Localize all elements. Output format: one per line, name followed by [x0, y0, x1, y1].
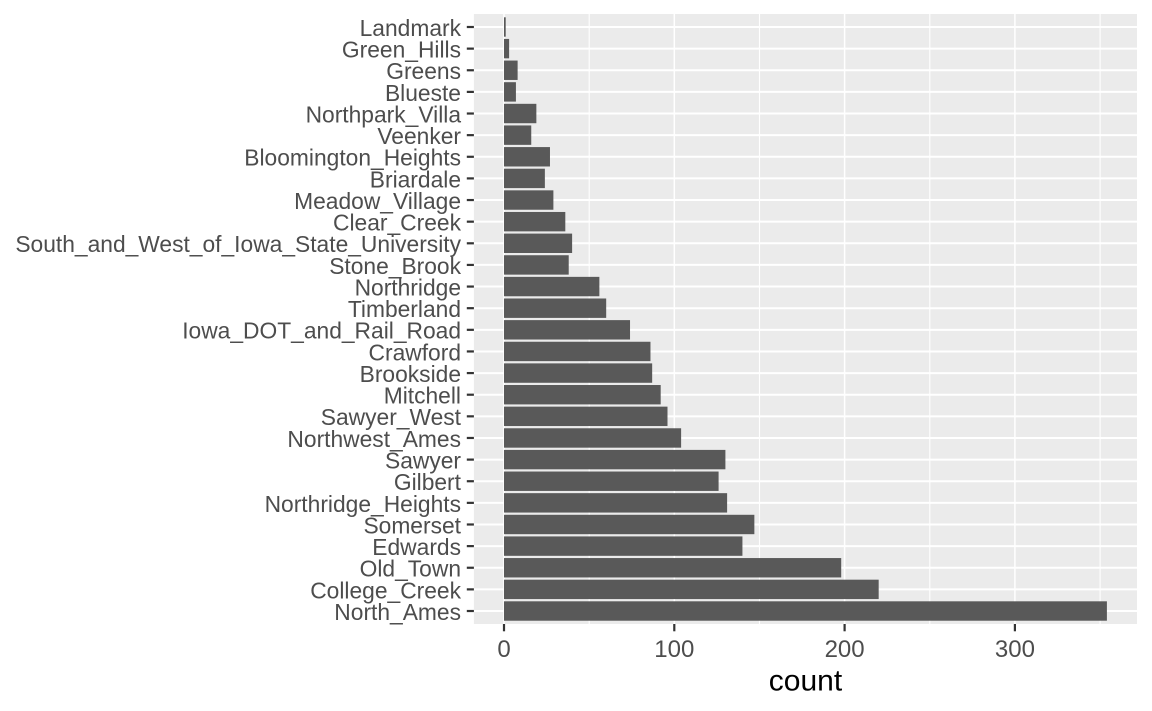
svg-text:Brookside: Brookside	[360, 361, 461, 387]
svg-text:Greens: Greens	[386, 58, 461, 84]
svg-text:Old_Town: Old_Town	[360, 556, 461, 582]
svg-text:Crawford: Crawford	[369, 339, 461, 365]
svg-text:Northridge: Northridge	[355, 274, 461, 300]
svg-text:Northridge_Heights: Northridge_Heights	[265, 491, 461, 517]
svg-text:Clear_Creek: Clear_Creek	[333, 210, 462, 236]
svg-text:Gilbert: Gilbert	[394, 469, 462, 495]
svg-text:Bloomington_Heights: Bloomington_Heights	[244, 145, 461, 171]
svg-text:Sawyer_West: Sawyer_West	[321, 404, 462, 430]
svg-text:Briardale: Briardale	[370, 166, 461, 192]
svg-text:Somerset: Somerset	[363, 512, 461, 538]
svg-text:Green_Hills: Green_Hills	[342, 37, 461, 63]
svg-text:300: 300	[995, 636, 1035, 663]
svg-text:200: 200	[825, 636, 865, 663]
svg-text:College_Creek: College_Creek	[310, 577, 461, 603]
svg-text:Northwest_Ames: Northwest_Ames	[287, 426, 461, 452]
svg-text:Veenker: Veenker	[377, 123, 461, 149]
svg-text:Edwards: Edwards	[372, 534, 461, 560]
svg-text:Meadow_Village: Meadow_Village	[294, 188, 461, 214]
svg-text:Timberland: Timberland	[348, 296, 461, 322]
svg-text:Landmark: Landmark	[360, 15, 462, 41]
svg-text:South_and_West_of_Iowa_State_U: South_and_West_of_Iowa_State_University	[15, 231, 461, 257]
svg-text:Stone_Brook: Stone_Brook	[329, 253, 461, 279]
svg-text:Mitchell: Mitchell	[384, 383, 461, 409]
svg-text:0: 0	[497, 636, 510, 663]
svg-text:Sawyer: Sawyer	[385, 448, 461, 474]
svg-text:Iowa_DOT_and_Rail_Road: Iowa_DOT_and_Rail_Road	[182, 318, 461, 344]
svg-text:North_Ames: North_Ames	[334, 599, 461, 625]
svg-text:count: count	[769, 665, 843, 698]
svg-text:Blueste: Blueste	[385, 80, 461, 106]
svg-text:Northpark_Villa: Northpark_Villa	[306, 101, 462, 127]
svg-text:100: 100	[654, 636, 694, 663]
